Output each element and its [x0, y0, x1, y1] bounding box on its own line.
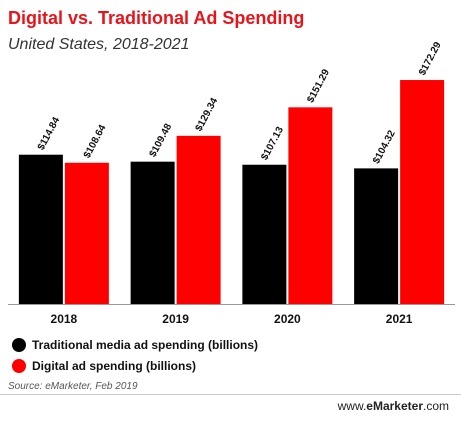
- value-label-digital-2020: $151.29: [305, 67, 332, 104]
- bar-digital-2021: [400, 80, 445, 304]
- bar-digital-2019: [176, 135, 221, 304]
- bar-traditional-2019: [130, 161, 175, 304]
- bar-traditional-2018: [18, 154, 63, 304]
- legend-item-traditional: Traditional media ad spending (billions): [12, 334, 258, 355]
- x-tick-labels: 2018 2019 2020 2021: [51, 312, 413, 326]
- bar-digital-2018: [64, 162, 109, 304]
- x-tick-label-2020: 2020: [274, 312, 301, 326]
- legend-item-digital: Digital ad spending (billions): [12, 355, 258, 376]
- value-label-traditional-2018: $114.84: [36, 115, 63, 152]
- brand-prefix: www.: [337, 399, 367, 413]
- bar-digital-2020: [288, 107, 333, 304]
- x-tick-label-2018: 2018: [51, 312, 78, 326]
- brand-name: eMarketer: [366, 399, 423, 413]
- bar-traditional-2020: [242, 164, 287, 304]
- bars-layer: [18, 80, 445, 304]
- value-label-traditional-2021: $104.32: [371, 128, 398, 165]
- footer-divider: [0, 394, 461, 395]
- legend-label-traditional: Traditional media ad spending (billions): [32, 337, 259, 352]
- brand-suffix: .com: [422, 399, 449, 413]
- value-label-digital-2018: $108.64: [82, 123, 109, 160]
- chart-title: Digital vs. Traditional Ad Spending: [8, 8, 305, 28]
- chart-subtitle: United States, 2018-2021: [8, 36, 190, 53]
- legend-swatch-traditional: [12, 337, 26, 352]
- value-labels-layer: $114.84 $108.64 $109.48 $129.34 $107.13 $151.…: [36, 40, 444, 166]
- x-tick-label-2019: 2019: [162, 312, 189, 326]
- x-tick-label-2021: 2021: [386, 312, 413, 326]
- value-label-digital-2021: $172.29: [417, 40, 444, 77]
- legend-swatch-digital: [12, 358, 26, 373]
- value-label-digital-2019: $129.34: [194, 96, 221, 133]
- brand-url: www.eMarketer.com: [338, 399, 449, 413]
- value-label-traditional-2020: $107.13: [259, 125, 286, 162]
- legend: Traditional media ad spending (billions)…: [12, 334, 258, 376]
- legend-label-digital: Digital ad spending (billions): [32, 358, 196, 373]
- bar-traditional-2021: [354, 168, 399, 304]
- value-label-traditional-2019: $109.48: [148, 122, 175, 159]
- source-note: Source: eMarketer, Feb 2019: [8, 381, 138, 392]
